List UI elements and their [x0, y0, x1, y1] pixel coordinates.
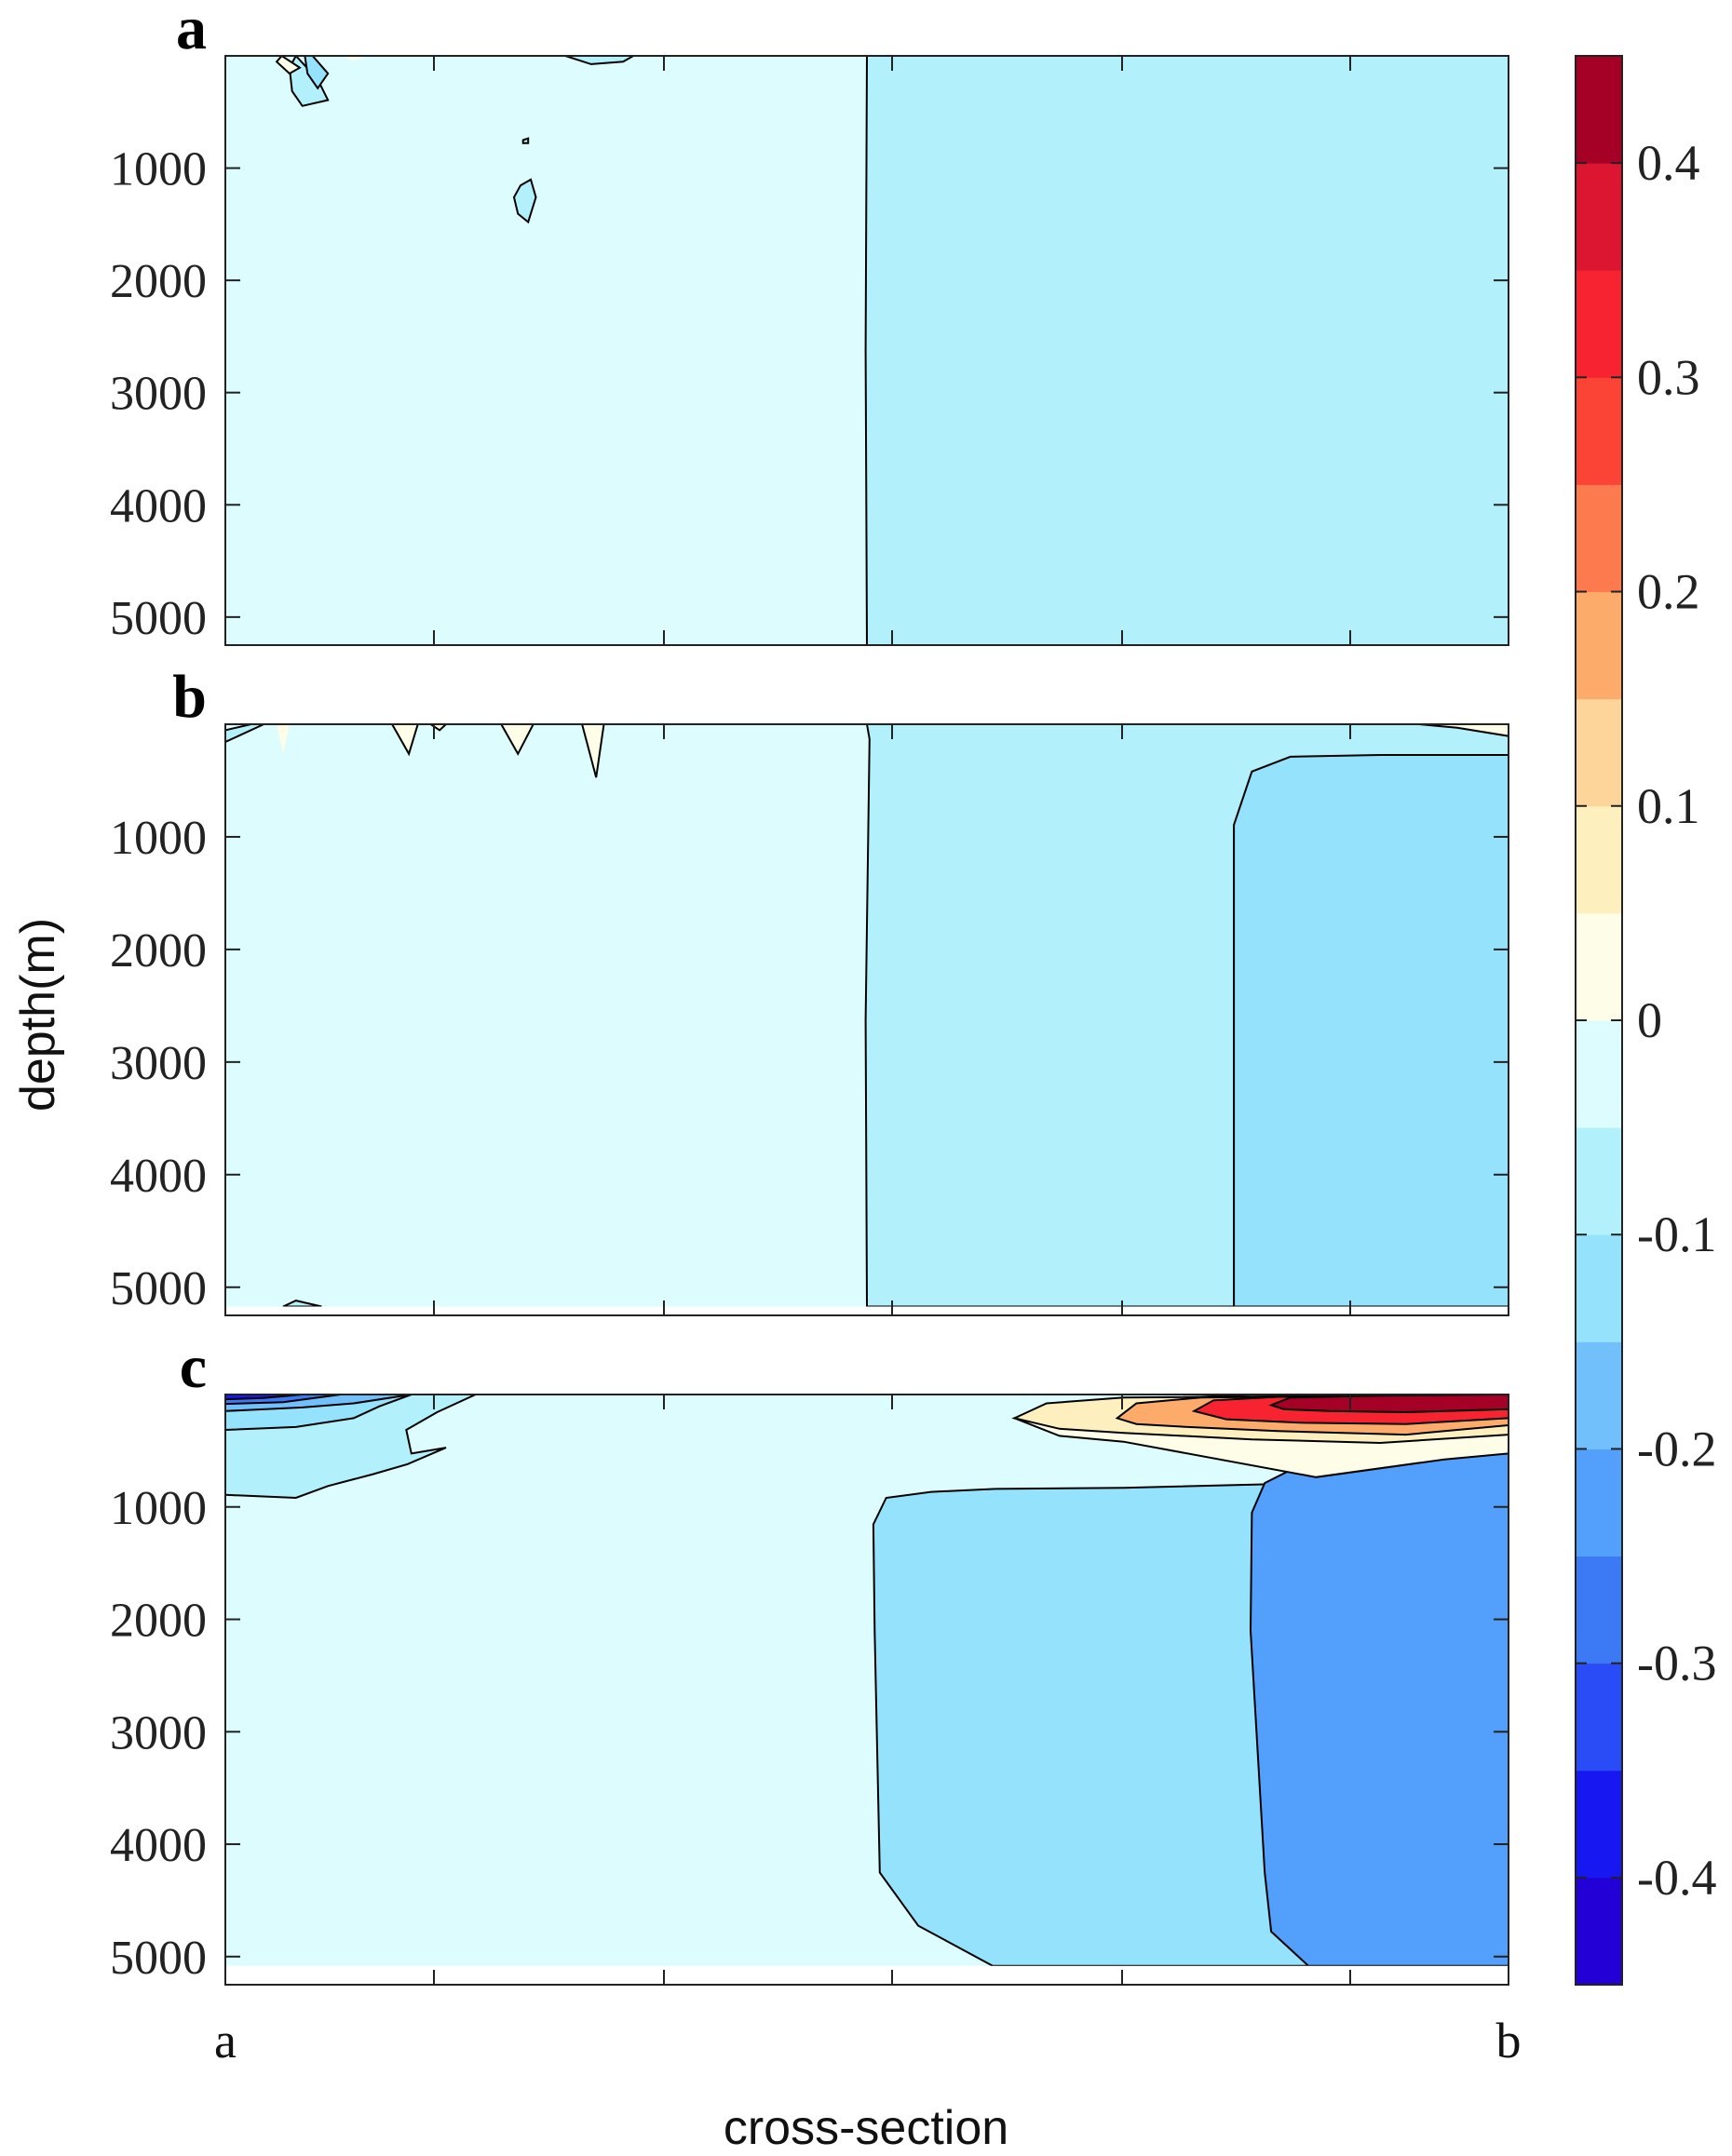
contour-region	[864, 56, 1509, 645]
colorbar-segment	[1576, 805, 1622, 914]
contour-region	[225, 1306, 1509, 1315]
contour-region	[581, 724, 605, 778]
colorbar-segment	[1576, 1770, 1622, 1879]
y-tick-label: 2000	[110, 255, 207, 308]
panel-a: 1000 2000 3000 4000 5000 a	[110, 0, 1509, 646]
colorbar-segment	[1576, 591, 1622, 700]
axes-frame	[224, 1394, 1509, 1986]
y-tick-label: 5000	[110, 1262, 207, 1315]
panels: 1000 2000 3000 4000 5000 a 1000 2000 3000 4000 500…	[110, 0, 1509, 1986]
contour-region	[277, 724, 290, 754]
y-tick-label: 5000	[110, 592, 207, 645]
contour-region	[225, 1965, 1509, 1985]
contour-region	[512, 178, 537, 224]
colorbar-segment	[1576, 1020, 1622, 1128]
y-tick-label: 3000	[110, 368, 207, 421]
colorbar-tick-label: 0	[1637, 992, 1662, 1048]
y-tick-label: 3000	[110, 1706, 207, 1759]
contour-region	[341, 56, 370, 61]
panel-label: b	[172, 663, 207, 731]
contour-region	[225, 1395, 303, 1401]
contour-region	[521, 137, 530, 144]
colorbar-segment	[1576, 1556, 1622, 1664]
panel-b: 1000 2000 3000 4000 5000 b	[110, 663, 1509, 1316]
contour-region	[390, 724, 419, 757]
y-tick-label: 2000	[110, 924, 207, 977]
colorbar-tick-label: -0.1	[1637, 1206, 1716, 1262]
y-tick-label: 3000	[110, 1037, 207, 1090]
colorbar-segment	[1576, 1663, 1622, 1772]
colorbar-segment	[1576, 1877, 1622, 1986]
contour-region	[500, 724, 534, 756]
colorbar-segment	[1576, 56, 1622, 164]
colorbar-tick-label: 0.3	[1637, 349, 1700, 405]
contour-region	[564, 56, 636, 65]
y-tick-label: 1000	[110, 143, 207, 196]
colorbar-tick-label: -0.4	[1637, 1850, 1716, 1906]
y-tick-label: 2000	[110, 1595, 207, 1648]
colorbar-segment	[1576, 698, 1622, 807]
y-axis-title: depth(m)	[11, 918, 65, 1112]
y-tick-label: 4000	[110, 1150, 207, 1203]
contour-region	[1233, 754, 1509, 1308]
axes-frame	[224, 55, 1509, 646]
colorbar-segment	[1576, 912, 1622, 1021]
colorbar-tick-label: -0.3	[1637, 1636, 1716, 1691]
y-tick-label: 4000	[110, 479, 207, 532]
axes-frame	[224, 723, 1509, 1316]
contour-region	[304, 56, 330, 90]
contour-region	[225, 724, 264, 744]
colorbar-segment	[1576, 1127, 1622, 1235]
y-tick-label: 1000	[110, 1482, 207, 1535]
y-tick-label: 5000	[110, 1932, 207, 1985]
colorbar-segment	[1576, 1234, 1622, 1342]
x-endpoint-a: a	[214, 2013, 237, 2068]
colorbar-segment	[1576, 163, 1622, 271]
colorbar: -0.4 -0.3 -0.2 -0.1 0 0.1 0.2 0.3 0.4	[1575, 55, 1716, 1986]
panel-c: 1000 2000 3000 4000 5000 c	[110, 1333, 1509, 1986]
contour-region	[1268, 1395, 1509, 1414]
colorbar-tick-label: -0.2	[1637, 1421, 1716, 1476]
colorbar-segment	[1576, 1341, 1622, 1449]
colorbar-tick-label: 0.2	[1637, 564, 1700, 620]
panel-label: c	[180, 1333, 207, 1401]
contour-region	[275, 56, 302, 75]
y-tick-label: 1000	[110, 812, 207, 865]
contour-region	[1418, 724, 1509, 737]
y-tick-label: 4000	[110, 1819, 207, 1872]
colorbar-tick-label: 0.1	[1637, 778, 1700, 834]
colorbar-segment	[1576, 270, 1622, 378]
contour-region	[1249, 1443, 1509, 1967]
panel-label: a	[176, 0, 207, 62]
colorbar-segment	[1576, 484, 1622, 593]
x-axis-title: cross-section	[724, 2101, 1008, 2155]
colorbar-segment	[1576, 377, 1622, 485]
colorbar-segment	[1576, 1449, 1622, 1557]
colorbar-tick-label: 0.4	[1637, 135, 1700, 191]
x-endpoint-b: b	[1496, 2013, 1522, 2068]
